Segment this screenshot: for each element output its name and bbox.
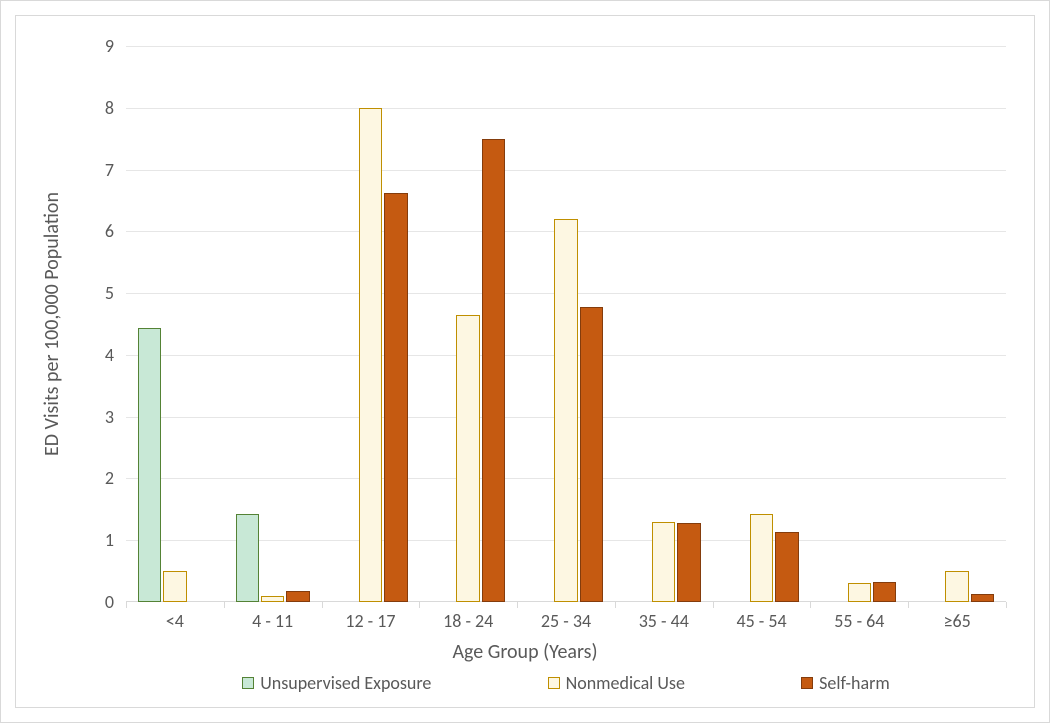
bar [775, 532, 798, 602]
x-tick-label: 35 - 44 [639, 610, 689, 632]
y-tick-label: 4 [16, 344, 124, 366]
legend-item: Unsupervised Exposure [242, 672, 431, 694]
legend: Unsupervised Exposure Nonmedical Use Self-… [126, 672, 1006, 694]
gridline [126, 46, 1006, 47]
y-tick-label: 1 [16, 529, 124, 551]
x-tick-mark [713, 602, 714, 608]
y-tick-label: 3 [16, 406, 124, 428]
bar [236, 514, 259, 602]
y-tick-label: 7 [16, 159, 124, 181]
gridline [126, 170, 1006, 171]
x-tick-mark [517, 602, 518, 608]
bar [286, 591, 309, 602]
bar [359, 108, 382, 602]
x-tick-mark [126, 602, 127, 608]
bar [750, 514, 773, 602]
x-tick-mark [908, 602, 909, 608]
y-tick-label: 0 [16, 591, 124, 613]
bar [554, 219, 577, 602]
x-tick-label: 45 - 54 [736, 610, 786, 632]
bar [848, 583, 871, 602]
bar [163, 571, 186, 602]
x-tick-label: 12 - 17 [345, 610, 395, 632]
bar [580, 307, 603, 602]
bar [873, 582, 896, 602]
chart-plot-frame: ED Visits per 100,000 Population <44 - 1… [15, 15, 1035, 708]
bar [677, 523, 700, 602]
plot-area [126, 46, 1006, 602]
gridline [126, 108, 1006, 109]
x-tick-label: 18 - 24 [443, 610, 493, 632]
x-tick-mark [322, 602, 323, 608]
legend-swatch [242, 677, 254, 689]
y-tick-label: 2 [16, 467, 124, 489]
x-tick-label: ≥65 [944, 610, 971, 632]
bar [652, 522, 675, 602]
chart-outer-frame: ED Visits per 100,000 Population <44 - 1… [0, 0, 1050, 723]
bar [384, 193, 407, 602]
legend-swatch [801, 677, 813, 689]
y-tick-label: 6 [16, 220, 124, 242]
bar [261, 596, 284, 602]
bar [456, 315, 479, 602]
x-tick-label: 55 - 64 [834, 610, 884, 632]
x-tick-mark [224, 602, 225, 608]
legend-label: Unsupervised Exposure [260, 672, 431, 694]
legend-swatch [548, 677, 560, 689]
bar [945, 571, 968, 602]
bar [482, 139, 505, 602]
y-tick-label: 9 [16, 35, 124, 57]
y-tick-label: 5 [16, 282, 124, 304]
x-tick-mark [615, 602, 616, 608]
bar [138, 328, 161, 602]
legend-label: Self-harm [819, 672, 890, 694]
x-tick-mark [810, 602, 811, 608]
x-tick-label: <4 [166, 610, 184, 632]
x-tick-label: 25 - 34 [541, 610, 591, 632]
legend-item: Nonmedical Use [548, 672, 685, 694]
x-tick-mark [1006, 602, 1007, 608]
x-axis-title: Age Group (Years) [16, 640, 1034, 664]
legend-item: Self-harm [801, 672, 890, 694]
legend-label: Nonmedical Use [566, 672, 685, 694]
y-tick-label: 8 [16, 97, 124, 119]
x-tick-label: 4 - 11 [252, 610, 293, 632]
bar [971, 594, 994, 602]
x-tick-mark [419, 602, 420, 608]
